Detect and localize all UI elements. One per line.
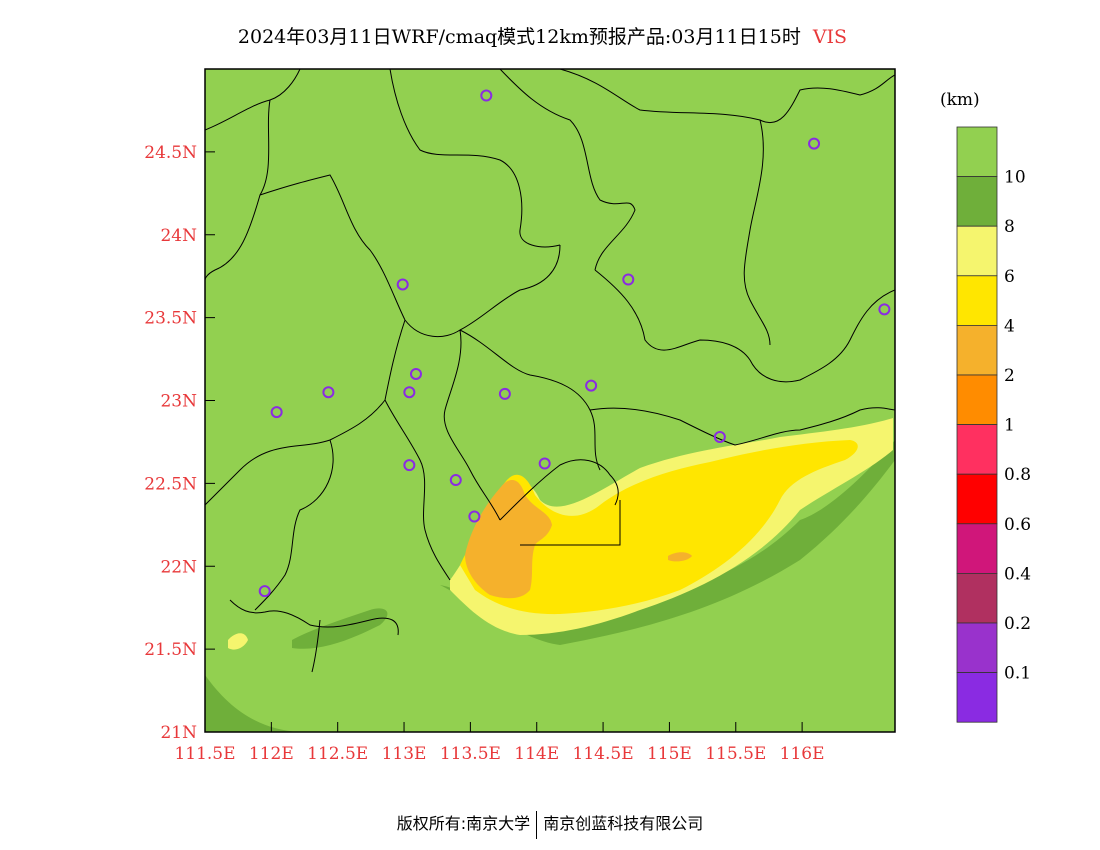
lon-tick-label: 116E (780, 744, 825, 764)
legend-swatch (956, 324, 998, 376)
station-marker (622, 273, 635, 286)
station-marker (878, 303, 891, 316)
legend-swatch (956, 622, 998, 673)
lon-tick-label: 115.5E (705, 744, 766, 764)
station-marker (713, 430, 726, 443)
copyright-footer: 版权所有:南京大学 南京创蓝科技有限公司 (0, 810, 1100, 839)
lon-tick-label: 111.5E (174, 744, 235, 764)
legend-label: 0.2 (1004, 614, 1031, 634)
station-marker (270, 406, 283, 419)
vis-contour-8km-patch (292, 608, 388, 649)
map-title: 2024年03月11日WRF/cmaq模式12km预报产品:03月11日15时 V… (0, 22, 1085, 49)
station-marker (808, 137, 821, 150)
lat-tick-label: 24N (160, 226, 197, 246)
lat-tick-label: 24.5N (144, 143, 197, 163)
legend-label: 1 (1004, 416, 1015, 436)
color-legend: 10 8 6 4 2 1 0.8 0.6 0.4 0.2 0.1 (956, 126, 1031, 723)
legend-label: 0.1 (1004, 664, 1031, 684)
legend-label: 4 (1004, 316, 1015, 336)
station-marker (403, 459, 416, 472)
lon-tick-label: 114E (514, 744, 559, 764)
lon-tick-label: 112E (249, 744, 294, 764)
legend-unit: (km) (940, 90, 980, 110)
legend-label: 2 (1004, 366, 1015, 386)
station-marker (449, 474, 462, 487)
legend-label: 10 (1004, 168, 1026, 188)
lat-tick-label: 22.5N (144, 474, 197, 494)
station-marker (258, 585, 271, 598)
station-marker (468, 510, 481, 523)
station-marker (409, 367, 422, 380)
legend-swatch (956, 176, 998, 227)
copyright-left: 版权所有:南京大学 (396, 814, 531, 833)
lon-tick-label: 112.5E (307, 744, 368, 764)
longitude-axis: 111.5E 112E 112.5E 113E 113.5E 114E 114.5E 115E… (174, 722, 825, 764)
legend-swatch (956, 672, 998, 723)
map-plot-area (205, 69, 895, 732)
lon-tick-label: 113.5E (440, 744, 501, 764)
legend-label: 8 (1004, 217, 1015, 237)
title-text: 2024年03月11日WRF/cmaq模式12km预报产品:03月11日15时 (237, 26, 801, 48)
admin-boundaries (205, 69, 895, 673)
vis-contour-2km-east (668, 552, 692, 562)
vis-contour-4km (460, 440, 858, 615)
lat-tick-label: 22N (160, 557, 197, 577)
footer-separator (536, 810, 538, 839)
legend-swatch (956, 275, 998, 326)
station-marker (498, 387, 511, 400)
lon-tick-label: 114.5E (573, 744, 634, 764)
lon-tick-label: 113E (382, 744, 427, 764)
station-marker (480, 89, 493, 102)
legend-swatch (956, 424, 998, 475)
lat-tick-label: 23.5N (144, 309, 197, 329)
legend-swatch (956, 126, 998, 177)
legend-swatch (956, 473, 998, 525)
lon-tick-label: 115E (647, 744, 692, 764)
vis-contour-8km-south (440, 440, 895, 645)
station-marker (403, 386, 416, 399)
legend-label: 0.8 (1004, 465, 1031, 485)
station-marker (396, 278, 409, 291)
legend-swatch (956, 374, 998, 425)
legend-swatch (956, 523, 998, 574)
lat-tick-label: 21N (160, 723, 197, 743)
vis-contour-6km-west (228, 633, 248, 650)
legend-label: 6 (1004, 267, 1015, 287)
vis-contour-2km (465, 479, 552, 599)
legend-label: 0.4 (1004, 564, 1031, 584)
vis-contour-8km (205, 675, 300, 732)
legend-label: 0.6 (1004, 515, 1031, 535)
title-variable: VIS (812, 26, 848, 48)
lat-tick-label: 21.5N (144, 640, 197, 660)
lat-tick-label: 23N (160, 392, 197, 412)
station-marker (322, 386, 335, 399)
copyright-right: 南京创蓝科技有限公司 (543, 814, 704, 833)
latitude-axis: 24.5N 24N 23.5N 23N 22.5N 22N 21.5N 21N (144, 143, 215, 743)
station-marker (585, 379, 598, 392)
station-marker (538, 457, 551, 470)
legend-swatch (956, 225, 998, 277)
legend-swatch (956, 573, 998, 624)
station-markers (258, 89, 891, 598)
